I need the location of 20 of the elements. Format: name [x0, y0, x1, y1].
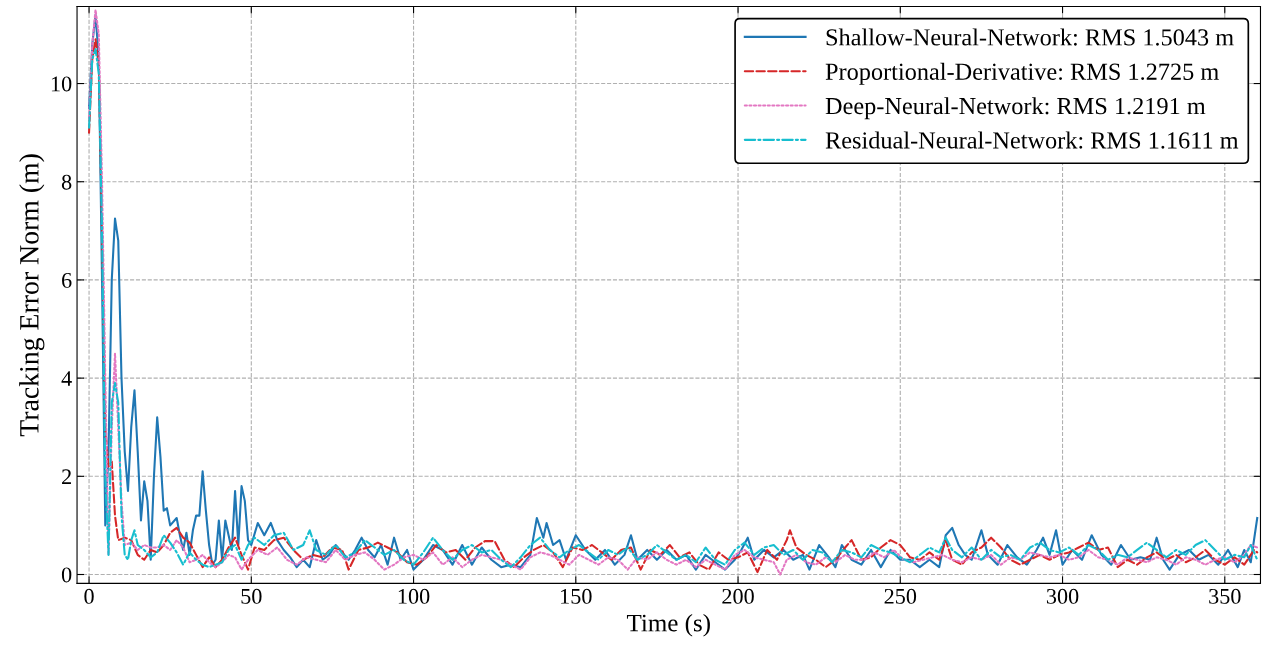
x-tick-label: 300	[1046, 588, 1079, 604]
legend-label: Shallow-Neural-Network: RMS 1.5043 m	[826, 28, 1234, 46]
y-tick-label: 8	[61, 174, 72, 190]
x-tick-label: 0	[84, 588, 94, 604]
y-tick-label: 6	[62, 272, 72, 288]
x-tick-label: 250	[884, 588, 917, 604]
x-axis-title: Time (s)	[626, 613, 710, 637]
x-tick-label: 200	[722, 588, 754, 604]
legend-label: Deep-Neural-Network: RMS 1.2191 m	[825, 97, 1206, 120]
x-tick-label: 50	[241, 588, 262, 604]
y-tick-label: 2	[62, 469, 71, 485]
y-axis-title: Tracking Error Norm (m)	[19, 154, 45, 437]
x-tick-label: 150	[561, 588, 592, 604]
y-tick-label: 10	[51, 76, 72, 92]
y-tick-label: 0	[61, 567, 72, 583]
y-tick-label: 4	[61, 371, 72, 386]
legend-label: Proportional-Derivative: RMS 1.2725 m	[825, 62, 1219, 85]
x-tick-label: 350	[1209, 588, 1241, 604]
x-tick-label: 100	[398, 588, 430, 604]
legend-label: Residual-Neural-Network: RMS 1.1611 m	[825, 131, 1239, 149]
